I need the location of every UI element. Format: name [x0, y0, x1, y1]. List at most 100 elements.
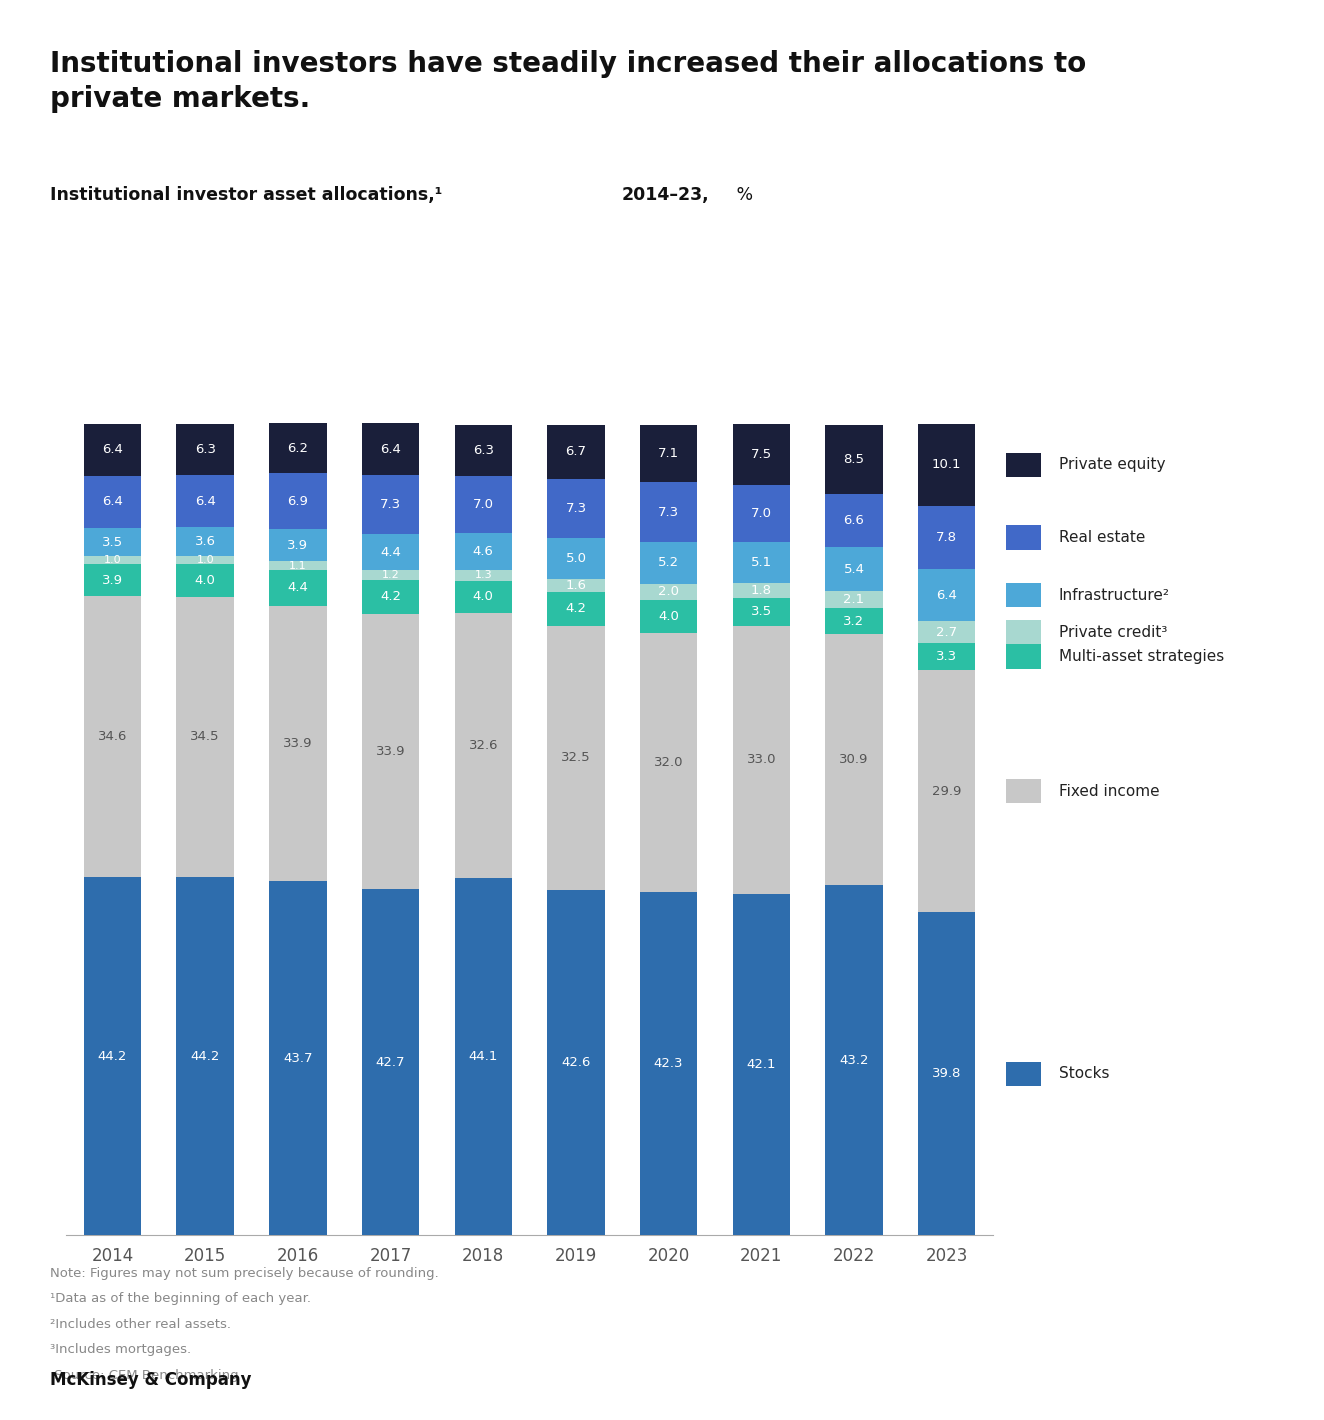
Text: Note: Figures may not sum precisely because of rounding.: Note: Figures may not sum precisely beca… — [50, 1267, 440, 1279]
Text: 10.1: 10.1 — [932, 459, 961, 471]
Text: 6.3: 6.3 — [195, 443, 216, 456]
Text: 7.0: 7.0 — [751, 507, 772, 520]
Bar — [269, 473, 327, 530]
Text: 2.0: 2.0 — [658, 585, 679, 598]
Text: 43.2: 43.2 — [839, 1054, 869, 1066]
Text: Private equity: Private equity — [1059, 457, 1165, 473]
Bar — [639, 483, 698, 541]
Bar — [732, 893, 790, 1235]
Text: 44.2: 44.2 — [98, 1049, 127, 1062]
Bar — [83, 557, 142, 564]
Text: 43.7: 43.7 — [283, 1052, 312, 1065]
Bar — [454, 581, 512, 613]
Text: 6.3: 6.3 — [473, 444, 494, 457]
Text: 1.8: 1.8 — [751, 584, 772, 596]
Bar — [639, 601, 698, 632]
Text: 7.3: 7.3 — [565, 503, 587, 515]
Text: 2014–23,: 2014–23, — [621, 186, 708, 203]
Text: 5.2: 5.2 — [658, 557, 679, 569]
Text: 1.0: 1.0 — [196, 555, 214, 565]
Bar — [83, 596, 142, 876]
Bar — [83, 564, 142, 596]
Bar — [361, 889, 420, 1235]
Bar — [269, 569, 327, 606]
Bar — [83, 476, 142, 528]
Bar — [732, 584, 790, 598]
Bar — [361, 579, 420, 613]
Text: 4.6: 4.6 — [473, 545, 494, 558]
Bar — [547, 479, 605, 538]
Bar — [825, 547, 883, 591]
Text: ²Includes other real assets.: ²Includes other real assets. — [50, 1318, 232, 1331]
Bar — [83, 876, 142, 1235]
Bar — [361, 423, 420, 476]
Bar — [454, 476, 512, 532]
Text: 5.1: 5.1 — [751, 555, 772, 569]
Text: 6.6: 6.6 — [843, 514, 865, 527]
Text: Multi-asset strategies: Multi-asset strategies — [1059, 649, 1223, 665]
Text: 42.7: 42.7 — [376, 1055, 405, 1069]
Bar — [1006, 525, 1041, 550]
Bar — [361, 476, 420, 534]
Bar — [918, 621, 976, 643]
Bar — [269, 423, 327, 473]
Text: 6.4: 6.4 — [195, 494, 216, 507]
Bar — [825, 425, 883, 494]
Text: Institutional investor asset allocations,¹: Institutional investor asset allocations… — [50, 186, 449, 203]
Text: 30.9: 30.9 — [839, 753, 869, 765]
Text: Infrastructure²: Infrastructure² — [1059, 588, 1169, 602]
Text: Institutional investors have steadily increased their allocations to
private mar: Institutional investors have steadily in… — [50, 50, 1087, 114]
Text: 6.4: 6.4 — [102, 443, 123, 456]
Bar — [918, 670, 976, 913]
Text: 1.6: 1.6 — [565, 579, 587, 592]
Bar — [1006, 780, 1041, 804]
Bar — [547, 579, 605, 592]
Text: 44.1: 44.1 — [469, 1049, 498, 1064]
Text: Fixed income: Fixed income — [1059, 784, 1160, 798]
Bar — [454, 425, 512, 476]
Text: 7.3: 7.3 — [658, 506, 679, 518]
Bar — [732, 626, 790, 893]
Text: Source: CEM Benchmarking: Source: CEM Benchmarking — [50, 1369, 238, 1382]
Bar — [269, 606, 327, 880]
Bar — [918, 913, 976, 1235]
Bar — [732, 541, 790, 584]
Text: 6.9: 6.9 — [287, 496, 308, 508]
Text: 7.5: 7.5 — [751, 447, 772, 462]
Bar — [825, 494, 883, 547]
Text: 6.4: 6.4 — [102, 496, 123, 508]
Bar — [639, 892, 698, 1235]
Text: 33.9: 33.9 — [376, 746, 405, 758]
Bar — [918, 569, 976, 621]
Text: 8.5: 8.5 — [843, 453, 865, 466]
Text: 3.9: 3.9 — [102, 574, 123, 586]
Bar — [547, 592, 605, 626]
Bar — [454, 613, 512, 878]
Bar — [547, 890, 605, 1235]
Text: %: % — [731, 186, 752, 203]
Text: 3.6: 3.6 — [195, 535, 216, 548]
Text: 6.7: 6.7 — [565, 446, 587, 459]
Text: 4.2: 4.2 — [565, 602, 587, 615]
Bar — [176, 557, 234, 564]
Text: Private credit³: Private credit³ — [1059, 625, 1166, 639]
Bar — [732, 484, 790, 541]
Text: 1.3: 1.3 — [474, 571, 493, 581]
Text: 6.2: 6.2 — [287, 442, 308, 454]
Bar — [825, 591, 883, 608]
Text: 39.8: 39.8 — [932, 1068, 961, 1081]
Bar — [547, 626, 605, 890]
Text: 3.5: 3.5 — [751, 605, 772, 618]
Text: 32.5: 32.5 — [561, 751, 591, 764]
Bar — [361, 534, 420, 569]
Bar — [918, 643, 976, 670]
Text: 34.5: 34.5 — [191, 730, 220, 743]
Bar — [639, 541, 698, 584]
Text: 3.9: 3.9 — [287, 538, 308, 552]
Text: ¹Data as of the beginning of each year.: ¹Data as of the beginning of each year. — [50, 1292, 311, 1305]
Text: 4.0: 4.0 — [473, 591, 494, 604]
Text: 5.0: 5.0 — [565, 552, 587, 565]
Bar — [825, 635, 883, 885]
Bar — [1006, 453, 1041, 477]
Bar — [269, 530, 327, 561]
